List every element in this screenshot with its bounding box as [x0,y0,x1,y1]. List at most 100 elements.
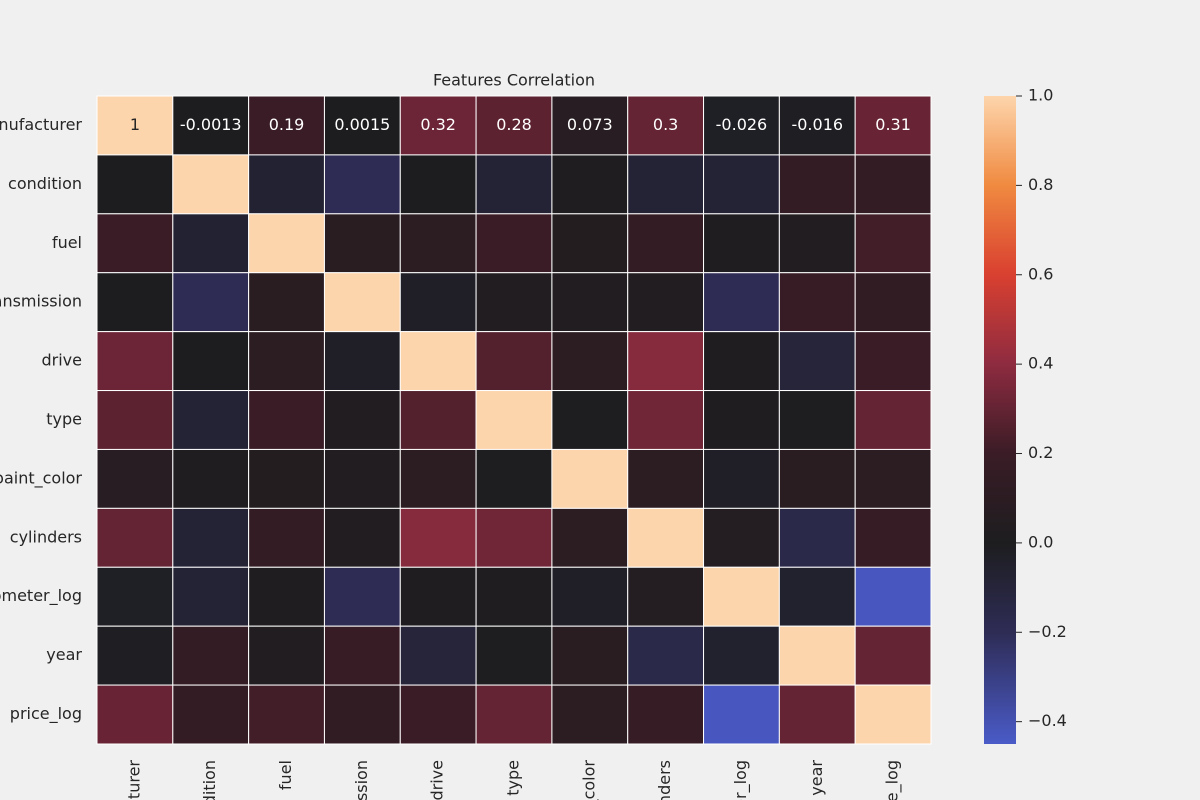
heatmap-cell [172,154,250,215]
heatmap-cell [627,448,705,509]
x-tick-label: cylinders [655,760,674,800]
heatmap-cell [778,390,856,450]
heatmap-cell [399,448,477,509]
heatmap-cell [778,272,856,333]
x-tick-label: fuel [276,760,295,790]
heatmap-cell [248,684,325,745]
cell-label: -0.026 [716,115,768,134]
heatmap-cell [703,154,780,215]
heatmap-cell [627,154,705,215]
heatmap-cell [399,213,477,274]
heatmap-cell [96,95,174,156]
heatmap-cell [778,95,856,156]
heatmap-cell [778,507,856,568]
x-tick-label: type [504,760,523,796]
x-tick-label: manufacturer [124,760,143,800]
chart-title: Features Correlation [433,71,595,90]
heatmap-cell [627,507,705,568]
x-tick-label: odometer_log [731,760,751,800]
cell-label: 0.073 [567,115,613,134]
heatmap-cell [248,272,325,333]
y-tick-label: price_log [10,704,82,724]
heatmap-cell [475,272,553,333]
y-tick-label: paint_color [0,468,82,488]
heatmap-cell [778,213,856,274]
heatmap-cell [778,684,856,745]
heatmap-cell [627,331,705,392]
heatmap-cell [475,213,553,274]
heatmap-cell [96,272,174,333]
cell-label: 0.28 [496,115,532,134]
heatmap-cell [172,390,250,450]
y-tick-label: condition [8,174,82,193]
heatmap-cell [399,566,477,627]
heatmap-cell [399,154,477,215]
cell-label: 0.32 [420,115,456,134]
heatmap-cell [854,625,932,686]
heatmap-cell [248,625,325,686]
x-tick-label: drive [428,760,447,800]
heatmap-cell [96,507,174,568]
heatmap-cell [703,448,780,509]
heatmap-cell [248,390,325,450]
heatmap-cell [399,272,477,333]
heatmap-cell [854,95,932,156]
x-tick-label: condition [200,760,219,800]
heatmap-cell [854,448,932,509]
heatmap-cell [854,507,932,568]
heatmap-cell [323,154,401,215]
cell-label: -0.0013 [180,115,242,134]
heatmap-cell [399,625,477,686]
heatmap-cell [551,272,629,333]
heatmap-cell [172,684,250,745]
y-tick-label: year [46,645,82,664]
heatmap-cell [248,154,325,215]
heatmap-cell [703,213,780,274]
x-tick-label: price_log [883,760,903,800]
heatmap-cell [248,95,325,156]
heatmap-cell [854,390,932,450]
heatmap-cell [703,566,780,627]
x-tick-label: paint_color [579,760,599,800]
heatmap-cell [854,566,932,627]
heatmap-cell [475,95,553,156]
heatmap-cell [627,684,705,745]
heatmap-cell [323,507,401,568]
heatmap-cell [323,625,401,686]
heatmap-cell [551,448,629,509]
heatmap-cell [778,625,856,686]
heatmap-cell [551,684,629,745]
colorbar-tick-label: −0.2 [1028,622,1067,641]
heatmap-cell [475,625,553,686]
heatmap-cell [96,390,174,450]
heatmap-cell [96,448,174,509]
heatmap-cell [627,625,705,686]
colorbar-tick-label: 0.4 [1028,354,1053,373]
heatmap-cell [172,331,250,392]
heatmap-cell [399,390,477,450]
heatmap-cell [248,507,325,568]
heatmap-cell [323,331,401,392]
heatmap-cell [399,684,477,745]
heatmap-cell [475,566,553,627]
colorbar-tick-label: 0.2 [1028,443,1053,462]
heatmap-cell [551,507,629,568]
heatmap-cell [323,213,401,274]
heatmap-cell [778,154,856,215]
heatmap-cell [323,272,401,333]
heatmap-cell [323,684,401,745]
heatmap-cell [475,331,553,392]
heatmap-cell [248,331,325,392]
heatmap-cell [703,507,780,568]
heatmap-cell [96,566,174,627]
heatmap-cell [551,566,629,627]
heatmap-cell [399,331,477,392]
heatmap-cell [96,213,174,274]
heatmap-cell [778,448,856,509]
heatmap-cell [172,448,250,509]
heatmap-cell [475,448,553,509]
heatmap-cell [778,331,856,392]
heatmap-cell [551,390,629,450]
heatmap-cell [475,390,553,450]
colorbar-tick-label: 0.0 [1028,532,1053,551]
